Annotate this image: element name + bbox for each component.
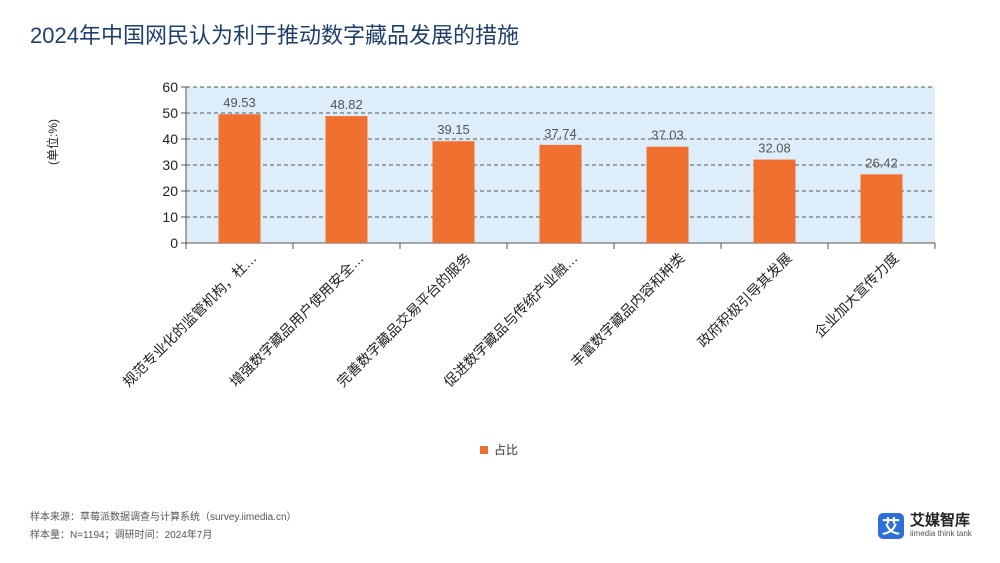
data-label: 26.42 xyxy=(865,155,898,170)
bar xyxy=(218,114,261,243)
y-tick-label: 10 xyxy=(162,209,178,225)
bar-chart: 010203040506049.53规范专业化的监管机构，杜…48.82增强数字… xyxy=(120,79,936,390)
y-tick-label: 20 xyxy=(162,183,178,199)
data-label: 37.03 xyxy=(651,128,684,143)
source-note: 样本来源：草莓派数据调查与计算系统（survey.iimedia.cn） xyxy=(30,512,297,523)
bar xyxy=(432,141,475,243)
iimedia-logo-icon: 艾 xyxy=(878,513,904,539)
brand-name: 艾媒智库 xyxy=(910,512,971,529)
y-tick-label: 60 xyxy=(162,79,178,95)
bar xyxy=(860,174,903,243)
legend-label: 占比 xyxy=(494,443,519,457)
data-label: 32.08 xyxy=(758,141,791,156)
brand-subtitle: iimedia think tank xyxy=(910,529,972,538)
chart-legend: 占比 xyxy=(480,441,518,458)
bar xyxy=(539,144,582,243)
x-tick-label: 企业加大宣传力度 xyxy=(811,250,902,341)
y-tick-label: 30 xyxy=(162,157,178,173)
data-label: 37.74 xyxy=(544,126,577,141)
bar xyxy=(325,116,368,243)
y-tick-label: 40 xyxy=(162,131,178,147)
sample-note: 样本量：N=1194；调研时间：2024年7月 xyxy=(30,530,213,541)
y-tick-label: 50 xyxy=(162,105,178,121)
x-tick-label: 政府积极引导其发展 xyxy=(694,250,794,350)
legend-swatch xyxy=(480,445,488,454)
bar xyxy=(753,159,796,243)
footer-notes: 样本来源：草莓派数据调查与计算系统（survey.iimedia.cn） 样本量… xyxy=(30,509,297,545)
x-tick-label: 丰富数字藏品内容和种类 xyxy=(567,250,687,370)
brand-logo: 艾 艾媒智库 iimedia think tank xyxy=(878,513,972,539)
data-label: 39.15 xyxy=(437,122,470,137)
bar xyxy=(646,146,689,243)
y-tick-label: 0 xyxy=(170,235,178,251)
data-label: 49.53 xyxy=(223,95,256,110)
data-label: 48.82 xyxy=(330,97,363,112)
page-title: 2024年中国网民认为利于推动数字藏品发展的措施 xyxy=(30,23,519,48)
